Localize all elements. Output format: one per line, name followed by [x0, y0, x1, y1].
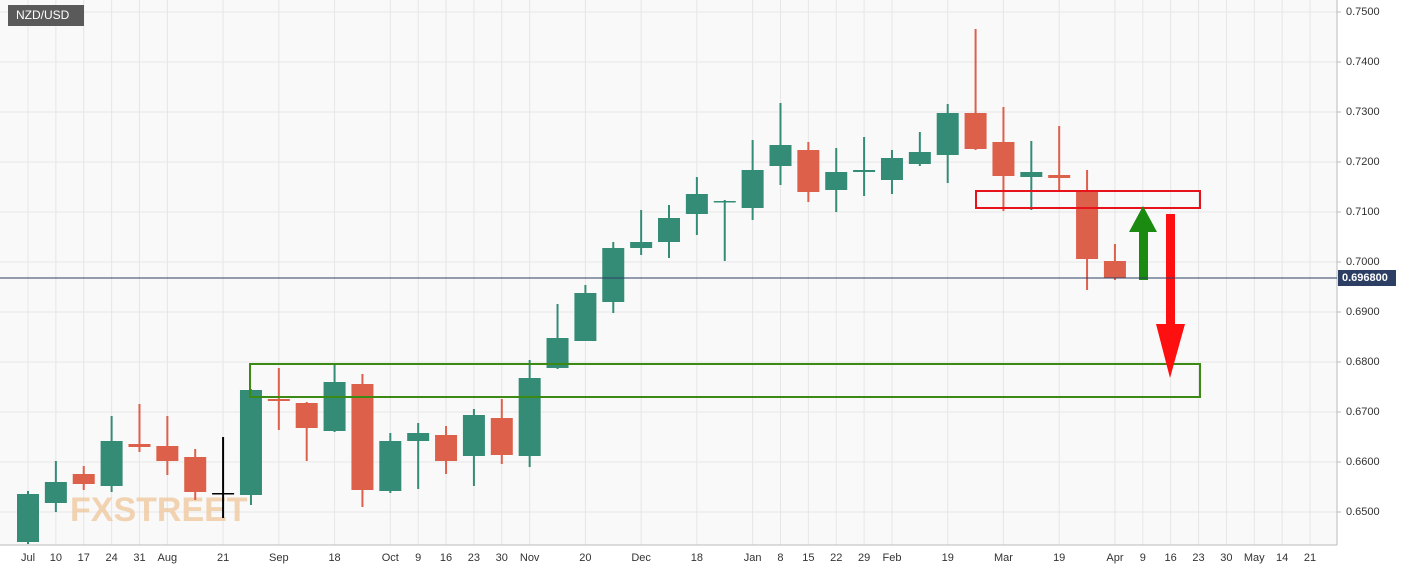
- candle-body: [72, 474, 95, 484]
- candle-body: [435, 435, 458, 461]
- x-tick-label: Sep: [269, 552, 289, 564]
- chart-title: NZD/USD: [16, 8, 70, 22]
- candle-body: [156, 446, 179, 461]
- x-tick-label: 29: [858, 552, 870, 564]
- x-tick-label: Dec: [631, 552, 651, 564]
- x-tick-label: Jan: [744, 552, 762, 564]
- candle-body: [100, 441, 123, 486]
- candle-body: [267, 399, 290, 401]
- x-tick-label: 31: [133, 552, 145, 564]
- x-tick-label: Mar: [994, 552, 1013, 564]
- x-tick-label: Feb: [882, 552, 901, 564]
- candle-body: [17, 494, 39, 542]
- y-tick-label: 0.6800: [1346, 356, 1380, 368]
- candle-body: [44, 482, 67, 503]
- y-tick-label: 0.6600: [1346, 456, 1380, 468]
- x-tick-label: Apr: [1106, 552, 1123, 564]
- candle-body: [992, 142, 1015, 176]
- candle-body: [490, 418, 513, 455]
- x-tick-label: 14: [1276, 552, 1288, 564]
- x-tick-label: 20: [579, 552, 591, 564]
- support-zone: [249, 363, 1201, 398]
- symbol-badge: [8, 5, 84, 26]
- x-tick-label: 30: [1220, 552, 1232, 564]
- candle-body: [323, 382, 346, 431]
- candle-body: [769, 145, 792, 166]
- x-tick-label: 23: [1192, 552, 1204, 564]
- current-price-label: 0.696800: [1342, 272, 1388, 284]
- candle-body: [407, 433, 430, 441]
- x-tick-label: 8: [777, 552, 783, 564]
- candle-body: [936, 113, 959, 155]
- candle-body: [1076, 191, 1099, 259]
- candle-body: [462, 415, 485, 456]
- candle-body: [1048, 175, 1071, 178]
- x-tick-label: Aug: [158, 552, 178, 564]
- candle-body: [351, 384, 374, 490]
- x-tick-label: 9: [415, 552, 421, 564]
- candle-body: [574, 293, 597, 341]
- y-tick-label: 0.6500: [1346, 506, 1380, 518]
- x-tick-label: 24: [105, 552, 117, 564]
- candle-body: [546, 338, 569, 368]
- x-tick-label: Jul: [21, 552, 35, 564]
- y-tick-label: 0.7300: [1346, 106, 1380, 118]
- candle-body: [825, 172, 848, 190]
- grid: [0, 0, 1337, 545]
- x-tick-label: 9: [1140, 552, 1146, 564]
- candle-body: [1103, 261, 1126, 278]
- x-tick-label: 15: [802, 552, 814, 564]
- candle-body: [853, 170, 876, 172]
- x-tick-label: 22: [830, 552, 842, 564]
- x-tick-label: 16: [1165, 552, 1177, 564]
- resistance-zone: [975, 190, 1201, 209]
- current-price-badge: [1338, 270, 1396, 286]
- y-tick-label: 0.7200: [1346, 156, 1380, 168]
- candle-body: [1020, 172, 1043, 177]
- candle-body: [295, 403, 318, 428]
- watermark: FXSTREET: [70, 491, 248, 529]
- candle-body: [602, 248, 625, 302]
- candle-body: [685, 194, 708, 214]
- candle-body: [630, 242, 653, 248]
- x-tick-label: 30: [496, 552, 508, 564]
- x-tick-label: Nov: [520, 552, 540, 564]
- candle-body: [797, 150, 820, 192]
- candle-body: [239, 390, 262, 495]
- x-tick-label: 18: [328, 552, 340, 564]
- down-arrow: [1156, 214, 1185, 378]
- up-arrow: [1129, 206, 1157, 280]
- candle-body: [880, 158, 903, 180]
- candle-body: [713, 201, 736, 203]
- candle-body: [184, 457, 207, 492]
- x-tick-label: 21: [217, 552, 229, 564]
- candle-body: [128, 444, 151, 447]
- candle-body: [518, 378, 541, 456]
- y-tick-label: 0.7100: [1346, 206, 1380, 218]
- candle-body: [658, 218, 681, 242]
- y-tick-label: 0.7000: [1346, 256, 1380, 268]
- x-tick-label: 10: [50, 552, 62, 564]
- x-tick-label: Oct: [382, 552, 399, 564]
- candle-body: [908, 152, 931, 164]
- y-tick-label: 0.7500: [1346, 6, 1380, 18]
- candle-body: [379, 441, 402, 491]
- x-tick-label: May: [1244, 552, 1265, 564]
- candle-body: [212, 493, 235, 495]
- x-tick-label: 23: [468, 552, 480, 564]
- x-tick-label: 16: [440, 552, 452, 564]
- x-tick-label: 21: [1304, 552, 1316, 564]
- candle-body: [964, 113, 987, 149]
- y-tick-label: 0.6700: [1346, 406, 1380, 418]
- x-tick-label: 19: [1053, 552, 1065, 564]
- y-tick-label: 0.6900: [1346, 306, 1380, 318]
- x-tick-label: 18: [691, 552, 703, 564]
- x-tick-label: 17: [78, 552, 90, 564]
- candle-body: [741, 170, 764, 208]
- y-tick-label: 0.7400: [1346, 56, 1380, 68]
- x-tick-label: 19: [942, 552, 954, 564]
